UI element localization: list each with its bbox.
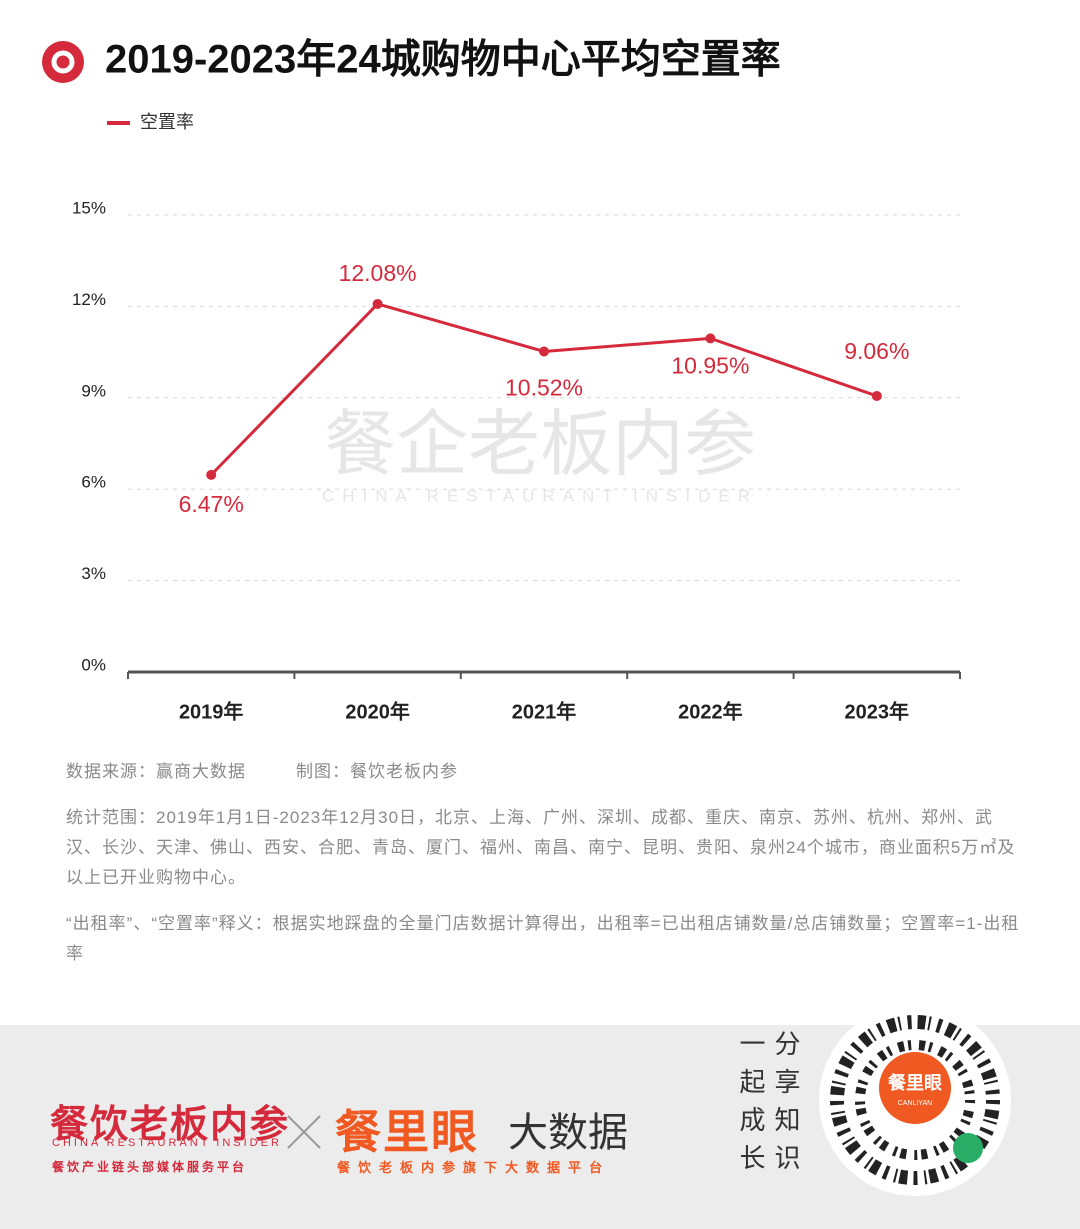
brand1: 餐饮老板内参 <box>50 1104 291 1146</box>
point <box>539 346 549 357</box>
chart-title: 2019-2023年24城购物中心平均空置率 <box>105 38 781 82</box>
title-icon-ring <box>51 50 75 74</box>
x-tick-label: 2019年 <box>179 699 244 723</box>
y-tick-label: 3% <box>81 564 106 583</box>
value-label: 12.08% <box>339 260 417 286</box>
x-tick-label: 2021年 <box>512 699 577 723</box>
scope: 统计范围：2019年1月1日-2023年12月30日，北京、上海、广州、深圳、成… <box>66 808 1016 887</box>
definition: “出租率”、“空置率”释义：根据实地踩盘的全量门店数据计算得出，出租率=已出租店… <box>66 914 1020 963</box>
x-tick-label: 2022年 <box>678 699 743 723</box>
y-tick-label: 0% <box>81 655 106 674</box>
brand2-suffix: 大数据 <box>508 1111 628 1155</box>
legend-label: 空置率 <box>140 112 194 132</box>
chart: 2019-2023年24城购物中心平均空置率 餐企老板内参 CHINA REST… <box>42 38 961 723</box>
y-tick-label: 6% <box>81 473 106 492</box>
x-tick-label: 2020年 <box>345 699 410 723</box>
qr-code: 餐里眼 CANLIYAN <box>819 1004 1011 1196</box>
title-icon <box>42 41 84 83</box>
x-tick-label: 2023年 <box>845 699 910 723</box>
brand2-slogan: 餐饮老板内参旗下大数据平台 <box>337 1160 611 1175</box>
y-tick-label: 12% <box>72 290 106 309</box>
value-label: 10.95% <box>671 352 749 378</box>
made-by: 制图：餐饮老板内参 <box>296 762 458 781</box>
slogan-col: 分享知识 <box>771 1030 801 1182</box>
point <box>705 333 716 344</box>
watermark: 餐企老板内参 <box>324 405 756 485</box>
cross <box>287 1115 321 1149</box>
value-label: 10.52% <box>505 375 583 401</box>
point <box>206 469 217 480</box>
value-label: 6.47% <box>179 491 244 517</box>
watermark-sub: CHINA RESTAURANT INSIDER <box>322 486 758 505</box>
slogan-col: 一起成长 <box>736 1030 766 1182</box>
brand2: 餐里眼 <box>335 1106 479 1158</box>
qr-subtitle: CANLIYAN <box>898 1100 933 1107</box>
y-tick-label: 15% <box>72 198 106 217</box>
y-tick-label: 9% <box>81 381 106 400</box>
brand1-en: CHINA RESTAURANT INSIDER <box>52 1137 282 1149</box>
source: 数据来源：赢商大数据 <box>66 762 246 781</box>
brand1-slogan: 餐饮产业链头部媒体服务平台 <box>52 1160 248 1174</box>
point <box>871 390 882 401</box>
point <box>372 298 383 309</box>
value-label: 9.06% <box>844 338 909 364</box>
qr-title: 餐里眼 <box>887 1072 942 1093</box>
